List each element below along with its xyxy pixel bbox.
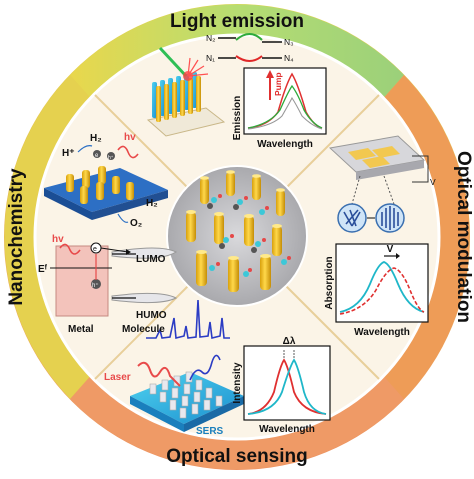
modulator-device: V xyxy=(328,135,436,205)
ring-right-segment xyxy=(380,75,470,399)
molecule-alignment-icons xyxy=(337,203,405,233)
sers-spectrum xyxy=(146,299,230,340)
hole-upper: h⁺ xyxy=(108,155,114,161)
h2-bottom-label: H₂ xyxy=(146,198,158,209)
state-n1: N₁ xyxy=(206,53,215,63)
h2-label: H₂ xyxy=(90,133,102,144)
ring-left-segment xyxy=(4,75,94,399)
hv-lower-label: hv xyxy=(52,234,64,245)
shift-label: V xyxy=(387,244,394,255)
emission-y-axis: Emission xyxy=(232,96,243,140)
ring-title-bottom: Optical sensing xyxy=(166,446,307,467)
light-emission-panel: N₂ N₁ N₃ N₄ Pump Emission Wavelength xyxy=(146,33,327,150)
divider-nw xyxy=(94,94,191,191)
laser-label: Laser xyxy=(104,372,131,383)
pump-beam xyxy=(158,46,188,78)
lumo-label: LUMO xyxy=(136,254,166,265)
divider-se xyxy=(283,283,380,380)
absorption-y-axis: Absorption xyxy=(324,256,335,309)
ring-top-segment xyxy=(70,4,404,102)
state-n3: N₃ xyxy=(284,37,294,47)
hv-upper-label: hv xyxy=(124,132,136,143)
absorption-x-axis: Wavelength xyxy=(354,327,410,338)
band-diagram: e h⁺ hv Eᶠ LUMO HUMO Molecule Metal xyxy=(38,234,178,335)
state-n2: N₂ xyxy=(206,33,215,43)
electron-upper: e xyxy=(95,153,99,159)
photocatalysis-illustration: e h⁺ hv H⁺ H₂ H₂ O₂ xyxy=(44,132,168,229)
ring-bottom-segment xyxy=(70,372,404,470)
laser-beam xyxy=(137,361,181,387)
absorption-chart: V Absorption Wavelength xyxy=(324,243,429,338)
optical-sensing-panel: Laser SERS Δλ Intensity Wavelength xyxy=(104,299,331,437)
metal-label: Metal xyxy=(68,324,94,335)
divider-sw xyxy=(94,283,191,380)
emission-chart: Pump Emission Wavelength xyxy=(232,67,327,150)
divider-ne xyxy=(283,94,380,191)
intensity-x-axis: Wavelength xyxy=(259,424,315,435)
humo-label: HUMO xyxy=(136,310,167,321)
sers-substrate: Laser SERS xyxy=(104,354,244,437)
emission-x-axis: Wavelength xyxy=(257,139,313,150)
fermi-level-label: Eᶠ xyxy=(38,264,48,275)
ring-title-top: Light emission xyxy=(170,11,304,32)
intensity-y-axis: Intensity xyxy=(232,362,243,404)
sers-label: SERS xyxy=(196,426,224,437)
optical-modulation-panel: V V Absorption Wavelength xyxy=(324,135,436,338)
o2-label: O₂ xyxy=(130,218,142,229)
electron-lower: e xyxy=(93,246,97,253)
scattered-beam xyxy=(189,354,221,381)
pump-label: Pump xyxy=(273,72,283,96)
h-plus-label: H⁺ xyxy=(62,148,75,159)
hole-lower: h⁺ xyxy=(92,282,99,289)
energy-level-diagram: N₂ N₁ N₃ N₄ xyxy=(206,33,294,63)
intensity-chart: Δλ Intensity Wavelength xyxy=(232,336,331,435)
state-n4: N₄ xyxy=(284,53,294,63)
ring-title-left: Nanochemistry xyxy=(6,168,27,306)
nanochemistry-panel: e h⁺ hv H⁺ H₂ H₂ O₂ e h⁺ hv xyxy=(38,132,178,335)
laser-pumped-pillars xyxy=(146,46,226,137)
device-voltage-label: V xyxy=(430,177,436,187)
delta-lambda-label: Δλ xyxy=(283,336,296,347)
molecule-label: Molecule xyxy=(122,324,165,335)
center-nanostructure xyxy=(166,165,308,307)
ring-title-right: Optical modulation xyxy=(453,151,474,323)
